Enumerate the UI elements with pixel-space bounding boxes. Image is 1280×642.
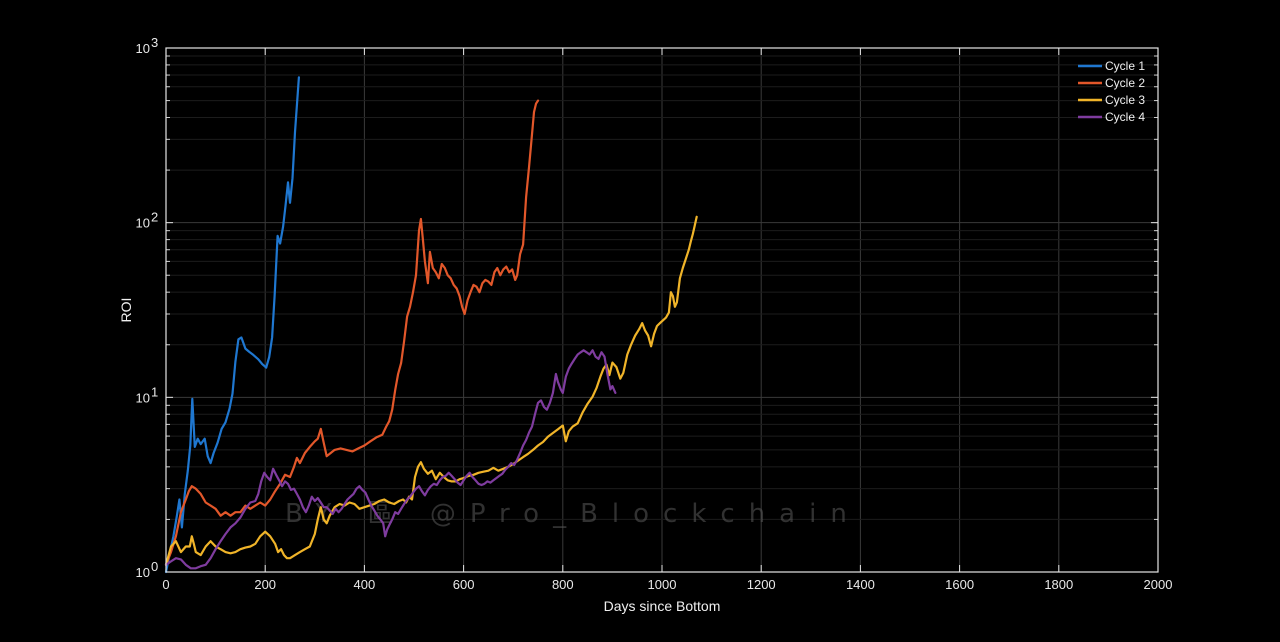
y-tick-label: 10 <box>136 390 150 405</box>
y-tick-label: 10 <box>136 216 150 231</box>
x-tick-label: 1800 <box>1044 577 1073 592</box>
y-tick-exponent: 0 <box>151 559 158 574</box>
x-tick-label: 1000 <box>648 577 677 592</box>
y-tick-exponent: 2 <box>151 210 158 225</box>
y-axis-label: ROI <box>118 298 134 323</box>
x-tick-label: 2000 <box>1144 577 1173 592</box>
x-tick-label: 800 <box>552 577 574 592</box>
x-axis-label: Days since Bottom <box>604 598 721 614</box>
legend-label: Cycle 3 <box>1105 93 1145 107</box>
series-line-cycle-1 <box>164 76 300 574</box>
legend-label: Cycle 4 <box>1105 110 1145 124</box>
x-tick-label: 1200 <box>747 577 776 592</box>
series-line-cycle-2 <box>164 99 540 566</box>
y-tick-exponent: 3 <box>151 35 158 50</box>
series-line-cycle-3 <box>164 215 698 566</box>
x-tick-label: 1400 <box>846 577 875 592</box>
plot-frame <box>165 47 1159 573</box>
y-tick-exponent: 1 <box>151 384 158 399</box>
series-line-cycle-4 <box>164 349 617 570</box>
x-tick-label: 200 <box>254 577 276 592</box>
y-tick-label: 10 <box>136 41 150 56</box>
y-tick-label: 10 <box>136 565 150 580</box>
x-tick-label: 400 <box>354 577 376 592</box>
x-tick-label: 1600 <box>945 577 974 592</box>
watermark-text: BY 區 @Pro_Blockchain <box>285 499 861 529</box>
legend-label: Cycle 1 <box>1105 59 1145 73</box>
x-tick-labels: 0 200 400 600 800 1000 1200 1400 1600 1800 2000 <box>162 577 1172 592</box>
legend: Cycle 1 Cycle 2 Cycle 3 Cycle 4 <box>1078 59 1145 124</box>
series-layer <box>164 76 698 574</box>
legend-label: Cycle 2 <box>1105 76 1145 90</box>
x-tick-label: 600 <box>453 577 475 592</box>
grid-lines <box>166 48 1158 572</box>
tick-marks <box>165 48 1159 573</box>
x-tick-label: 0 <box>162 577 169 592</box>
